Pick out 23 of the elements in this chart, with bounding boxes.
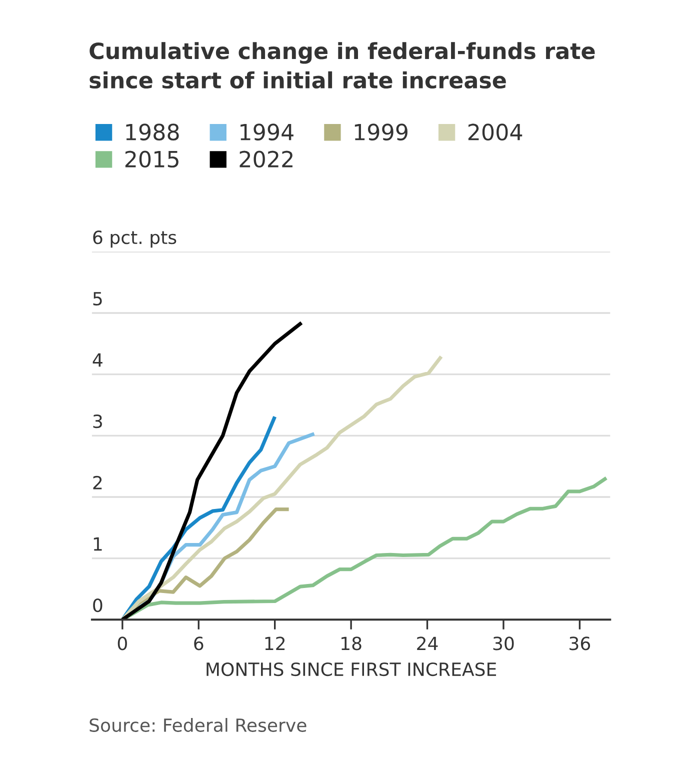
x-tick-label: 36 — [570, 636, 590, 650]
x-tick-label: 6 — [194, 636, 204, 650]
y-tick-label: 5 — [93, 292, 102, 306]
x-tick-label: 0 — [118, 636, 127, 650]
y-tick-label: 2 — [93, 476, 102, 490]
legend-label: 2015 — [125, 150, 178, 168]
x-axis-title: MONTHS SINCE FIRST INCREASE — [206, 662, 496, 676]
x-tick-label: 12 — [265, 636, 285, 650]
y-tick-label: 0 — [93, 598, 102, 612]
legend-label: 1994 — [240, 124, 294, 140]
source-note: Source: Federal Reserve — [90, 718, 306, 732]
y-tick-label: 4 — [92, 353, 102, 367]
x-tick-label: 30 — [493, 636, 514, 650]
y-tick-label: 1 — [94, 537, 102, 551]
legend-label: 2022 — [240, 150, 292, 168]
x-tick-label: 24 — [417, 636, 438, 650]
legend-label: 1999 — [354, 124, 408, 140]
y-tick-label: 6 pct. pts — [93, 230, 176, 248]
x-tick-label: 18 — [342, 636, 362, 650]
y-tick-label: 3 — [93, 414, 102, 428]
legend-label: 1988 — [126, 124, 179, 140]
chart-title: Cumulative change in federal-funds rate since start of initial rate increase — [90, 42, 595, 89]
legend-label: 2004 — [468, 124, 522, 140]
